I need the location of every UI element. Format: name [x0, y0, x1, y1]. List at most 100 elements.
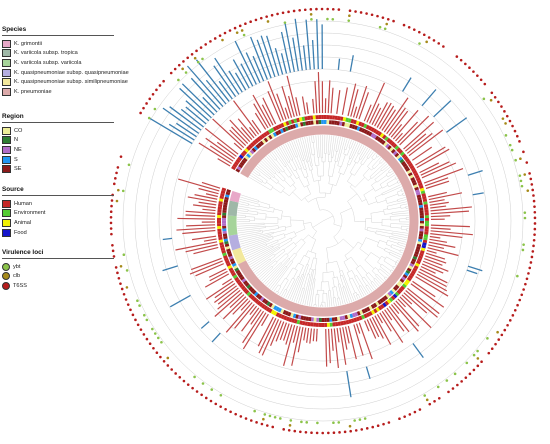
bar-red — [205, 193, 218, 198]
virulence-dot — [518, 174, 522, 177]
tree-branch — [256, 264, 272, 277]
legend-region-title: Region — [2, 113, 24, 120]
virulence-dot — [359, 11, 363, 14]
virulence-dot — [522, 243, 525, 246]
region-ring-cell — [292, 313, 297, 319]
region-ring-cell — [414, 186, 419, 191]
virulence-dot — [287, 428, 291, 432]
tree-branch — [380, 278, 385, 282]
tree-branch — [374, 179, 378, 183]
virulence-dot — [504, 134, 508, 137]
tree-branch — [391, 172, 395, 175]
tree-branch — [339, 275, 344, 287]
source-ring-cell — [250, 295, 256, 301]
guide-circle — [158, 56, 488, 386]
virulence-dot — [145, 337, 149, 341]
tree-branch — [310, 169, 314, 182]
tree-branch — [377, 199, 387, 204]
legend-item-region-co: CO — [2, 126, 114, 136]
source-ring-cell — [419, 252, 424, 257]
source-ring-cell — [358, 121, 363, 127]
virulence-dot — [309, 13, 313, 16]
tree-branch — [285, 267, 294, 279]
bar-red — [312, 98, 315, 114]
virulence-dot — [223, 31, 227, 35]
virulence-dot — [282, 428, 286, 431]
legend-label: T6SS — [13, 282, 27, 289]
tree-branch — [343, 164, 349, 175]
source-ring-cell — [275, 125, 280, 130]
region-ring-cell — [224, 243, 230, 247]
tree-branch — [262, 228, 279, 232]
tree-branch — [258, 204, 260, 207]
virulence-dot — [451, 387, 455, 390]
virulence-dot — [425, 398, 429, 402]
tree-branch — [397, 239, 407, 243]
source-ring-cell — [242, 150, 248, 155]
region-ring-cell — [398, 280, 403, 285]
tree-branch — [272, 168, 277, 173]
virulence-dot — [326, 17, 329, 21]
bar-red — [386, 107, 406, 135]
tree-branch — [333, 213, 343, 237]
region-ring-cell — [224, 240, 229, 245]
source-ring-cell — [220, 190, 226, 194]
tree-branch — [283, 233, 286, 238]
source-ring-cell — [421, 244, 427, 249]
virulence-dot — [238, 24, 242, 28]
virulence-dot — [358, 418, 362, 421]
tree-branch — [352, 142, 359, 154]
legend-item-source-environment: Environment — [2, 209, 114, 219]
region-ring-cell — [356, 126, 361, 131]
tree-branch — [388, 273, 391, 275]
bar-red — [371, 107, 382, 126]
tree-branch — [393, 265, 396, 268]
bar-red — [353, 324, 364, 356]
virulence-dot — [145, 102, 148, 105]
tree-branch — [326, 260, 337, 264]
region-ring-cell — [280, 308, 285, 314]
virulence-dot — [360, 428, 364, 431]
region-ring-cell — [277, 307, 282, 313]
source-ring-cell — [237, 156, 243, 162]
virulence-dot — [527, 272, 530, 275]
region-ring-cell — [361, 128, 366, 133]
tree-branch — [293, 140, 302, 161]
virulence-dot — [487, 351, 491, 355]
bar-red — [242, 312, 267, 350]
tree-branch — [375, 267, 379, 271]
bar-blue — [162, 237, 173, 241]
virulence-dot — [244, 22, 247, 26]
tree-branch — [310, 257, 314, 270]
legend-item-k-grimontii: K. grimontii — [2, 39, 114, 49]
tree-branch — [331, 157, 333, 163]
region-ring-cell — [277, 129, 282, 135]
virulence-dot — [321, 431, 325, 435]
tree-branch — [295, 242, 306, 255]
virulence-dot — [148, 342, 152, 346]
virulence-dot — [504, 122, 507, 125]
bar-blue — [245, 52, 261, 83]
tree-branch — [363, 276, 367, 280]
source-ring-cell — [223, 254, 228, 259]
source-ring-cell — [419, 187, 425, 192]
tree-branch — [400, 188, 403, 190]
tree-branch — [382, 184, 389, 189]
source-ring-cell — [417, 179, 422, 184]
virulence-dot — [508, 143, 512, 147]
tree-branch — [385, 171, 390, 175]
tree-branch — [306, 274, 311, 288]
tree-branch — [384, 247, 386, 251]
tree-branch — [363, 294, 365, 297]
tree-branch — [291, 140, 295, 148]
tree-branch — [303, 220, 306, 230]
bar-red — [430, 206, 472, 212]
tree-branch — [368, 153, 373, 159]
bar-blue — [214, 57, 240, 95]
tree-branch — [243, 247, 262, 256]
virulence-dot — [503, 328, 507, 332]
virulence-dot — [332, 421, 335, 425]
tree-branch — [389, 237, 398, 241]
tree-branch — [253, 232, 263, 235]
bar-blue — [213, 65, 237, 98]
